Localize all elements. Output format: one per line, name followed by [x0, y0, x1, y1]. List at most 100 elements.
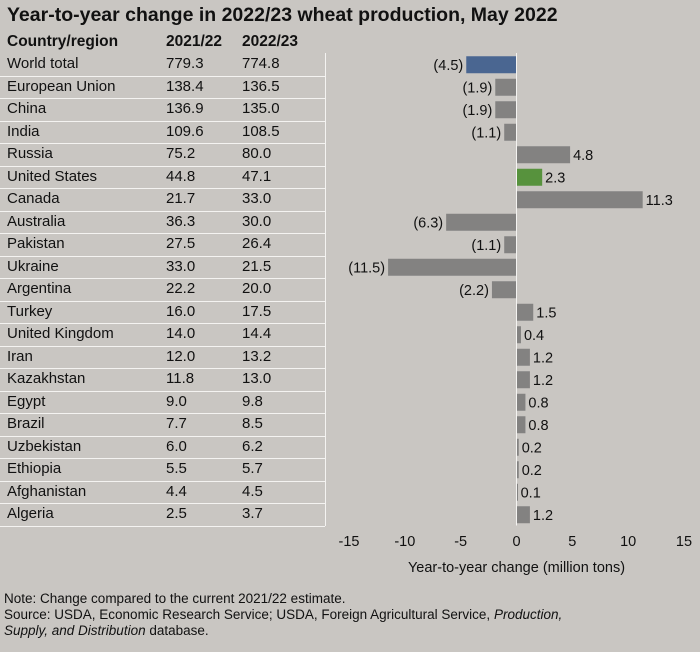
bar-chart: (4.5) (1.9) (1.9) (1.1) 4.8 2.3 11.3 (6.3) (1.1)… — [339, 53, 692, 576]
x-tick-label: 15 — [676, 534, 692, 550]
bar-ethiopia — [516, 461, 519, 479]
data-label: (4.5) — [433, 58, 463, 74]
row-value-2021-22: 33.0 — [166, 257, 196, 275]
row-value-2022-23: 20.0 — [242, 280, 272, 297]
row-divider — [0, 255, 325, 257]
header-2021-22: 2021/22 — [166, 33, 223, 50]
row-divider — [0, 98, 325, 99]
row-country: Turkey — [7, 302, 53, 320]
data-label: 11.3 — [646, 193, 673, 209]
row-country: India — [7, 122, 40, 140]
data-label: 0.1 — [521, 485, 541, 501]
row-country: World total — [7, 55, 79, 72]
row-value-2022-23: 21.5 — [242, 257, 272, 275]
row-value-2021-22: 44.8 — [166, 167, 196, 185]
row-value-2022-23: 8.5 — [242, 415, 263, 432]
footnote: Note: Change compared to the current 202… — [4, 591, 562, 639]
bar-ukraine — [388, 258, 517, 276]
table-row: India 109.6 108.5 — [0, 121, 700, 144]
source-suffix: database. — [145, 623, 209, 638]
bar-turkey — [516, 303, 534, 321]
row-divider — [0, 300, 325, 302]
row-divider — [0, 413, 325, 414]
row-value-2021-22: 16.0 — [166, 302, 196, 320]
row-divider — [0, 188, 325, 189]
table-row: Iran 12.0 13.2 — [0, 346, 700, 369]
row-value-2021-22: 4.4 — [166, 482, 187, 500]
table-row: Canada 21.7 33.0 — [0, 188, 700, 211]
bar-uzbekistan — [516, 438, 519, 456]
row-value-2021-22: 2.5 — [166, 505, 187, 522]
row-value-2022-23: 33.0 — [242, 190, 272, 207]
table-row: Kazakhstan 11.8 13.0 — [0, 368, 700, 391]
table-row: United States 44.8 47.1 — [0, 166, 700, 189]
bar-pakistan — [504, 236, 517, 254]
bar-european-union — [495, 78, 517, 96]
row-country: China — [7, 100, 47, 117]
row-divider — [0, 278, 325, 279]
row-country: United Kingdom — [7, 325, 114, 342]
row-value-2022-23: 13.2 — [242, 347, 272, 365]
source-line-1: Source: USDA, Economic Research Service;… — [4, 607, 562, 623]
table-row: Uzbekistan 6.0 6.2 — [0, 436, 700, 459]
row-country: Uzbekistan — [7, 437, 82, 455]
table-row: Ukraine 33.0 21.5 — [0, 256, 700, 279]
row-divider — [0, 143, 325, 144]
row-value-2022-23: 6.2 — [242, 437, 263, 455]
data-label: (1.1) — [471, 125, 501, 141]
source-prefix: Source: USDA, Economic Research Service;… — [4, 607, 494, 622]
row-country: Algeria — [7, 505, 54, 522]
row-value-2021-22: 11.8 — [166, 370, 195, 387]
row-value-2021-22: 36.3 — [166, 212, 196, 230]
row-country: Egypt — [7, 392, 46, 410]
bar-united-states — [516, 168, 543, 186]
row-value-2022-23: 30.0 — [242, 212, 272, 230]
row-value-2021-22: 27.5 — [166, 235, 196, 252]
row-country: Canada — [7, 190, 60, 207]
row-value-2022-23: 135.0 — [242, 100, 280, 117]
row-country: Brazil — [7, 415, 45, 432]
bar-afghanistan — [516, 483, 518, 501]
chart-title: Year-to-year change in 2022/23 wheat pro… — [7, 4, 558, 26]
data-label: 0.2 — [522, 440, 542, 456]
row-value-2021-22: 109.6 — [166, 122, 204, 140]
table-row: Argentina 22.2 20.0 — [0, 278, 700, 301]
row-value-2022-23: 108.5 — [242, 122, 280, 140]
data-label: 1.2 — [533, 350, 553, 366]
row-divider — [0, 75, 325, 77]
row-value-2022-23: 13.0 — [242, 370, 272, 387]
row-divider — [0, 345, 325, 347]
row-divider — [0, 435, 325, 437]
row-value-2022-23: 136.5 — [242, 77, 280, 95]
data-label: 0.8 — [528, 418, 548, 434]
row-value-2021-22: 75.2 — [166, 145, 196, 162]
bar-canada — [516, 191, 643, 209]
row-country: Pakistan — [7, 235, 65, 252]
table-row: Turkey 16.0 17.5 — [0, 301, 700, 324]
row-value-2021-22: 136.9 — [166, 100, 204, 117]
source-line-2: Supply, and Distribution database. — [4, 623, 562, 639]
row-country: United States — [7, 167, 98, 185]
bar-iran — [516, 348, 530, 366]
bar-india — [504, 123, 517, 141]
row-value-2021-22: 5.5 — [166, 460, 187, 477]
bar-algeria — [516, 506, 530, 524]
table-row: China 136.9 135.0 — [0, 98, 700, 121]
row-country: Ukraine — [7, 257, 59, 275]
data-label: 0.4 — [524, 328, 544, 344]
data-label: 1.2 — [533, 373, 553, 389]
row-divider — [0, 323, 325, 324]
row-country: European Union — [7, 77, 116, 95]
row-value-2021-22: 7.7 — [166, 415, 187, 432]
note-text: Note: Change compared to the current 202… — [4, 591, 346, 606]
row-value-2022-23: 9.8 — [242, 392, 263, 410]
row-value-2022-23: 80.0 — [242, 145, 272, 162]
x-tick-label: 5 — [568, 534, 576, 550]
x-tick-label: -5 — [454, 534, 467, 550]
row-value-2022-23: 774.8 — [242, 55, 280, 72]
data-label: (1.9) — [462, 103, 492, 119]
data-label: (11.5) — [348, 260, 385, 276]
row-country: Iran — [7, 347, 33, 365]
data-label: 4.8 — [573, 148, 593, 164]
row-value-2021-22: 14.0 — [166, 325, 196, 342]
